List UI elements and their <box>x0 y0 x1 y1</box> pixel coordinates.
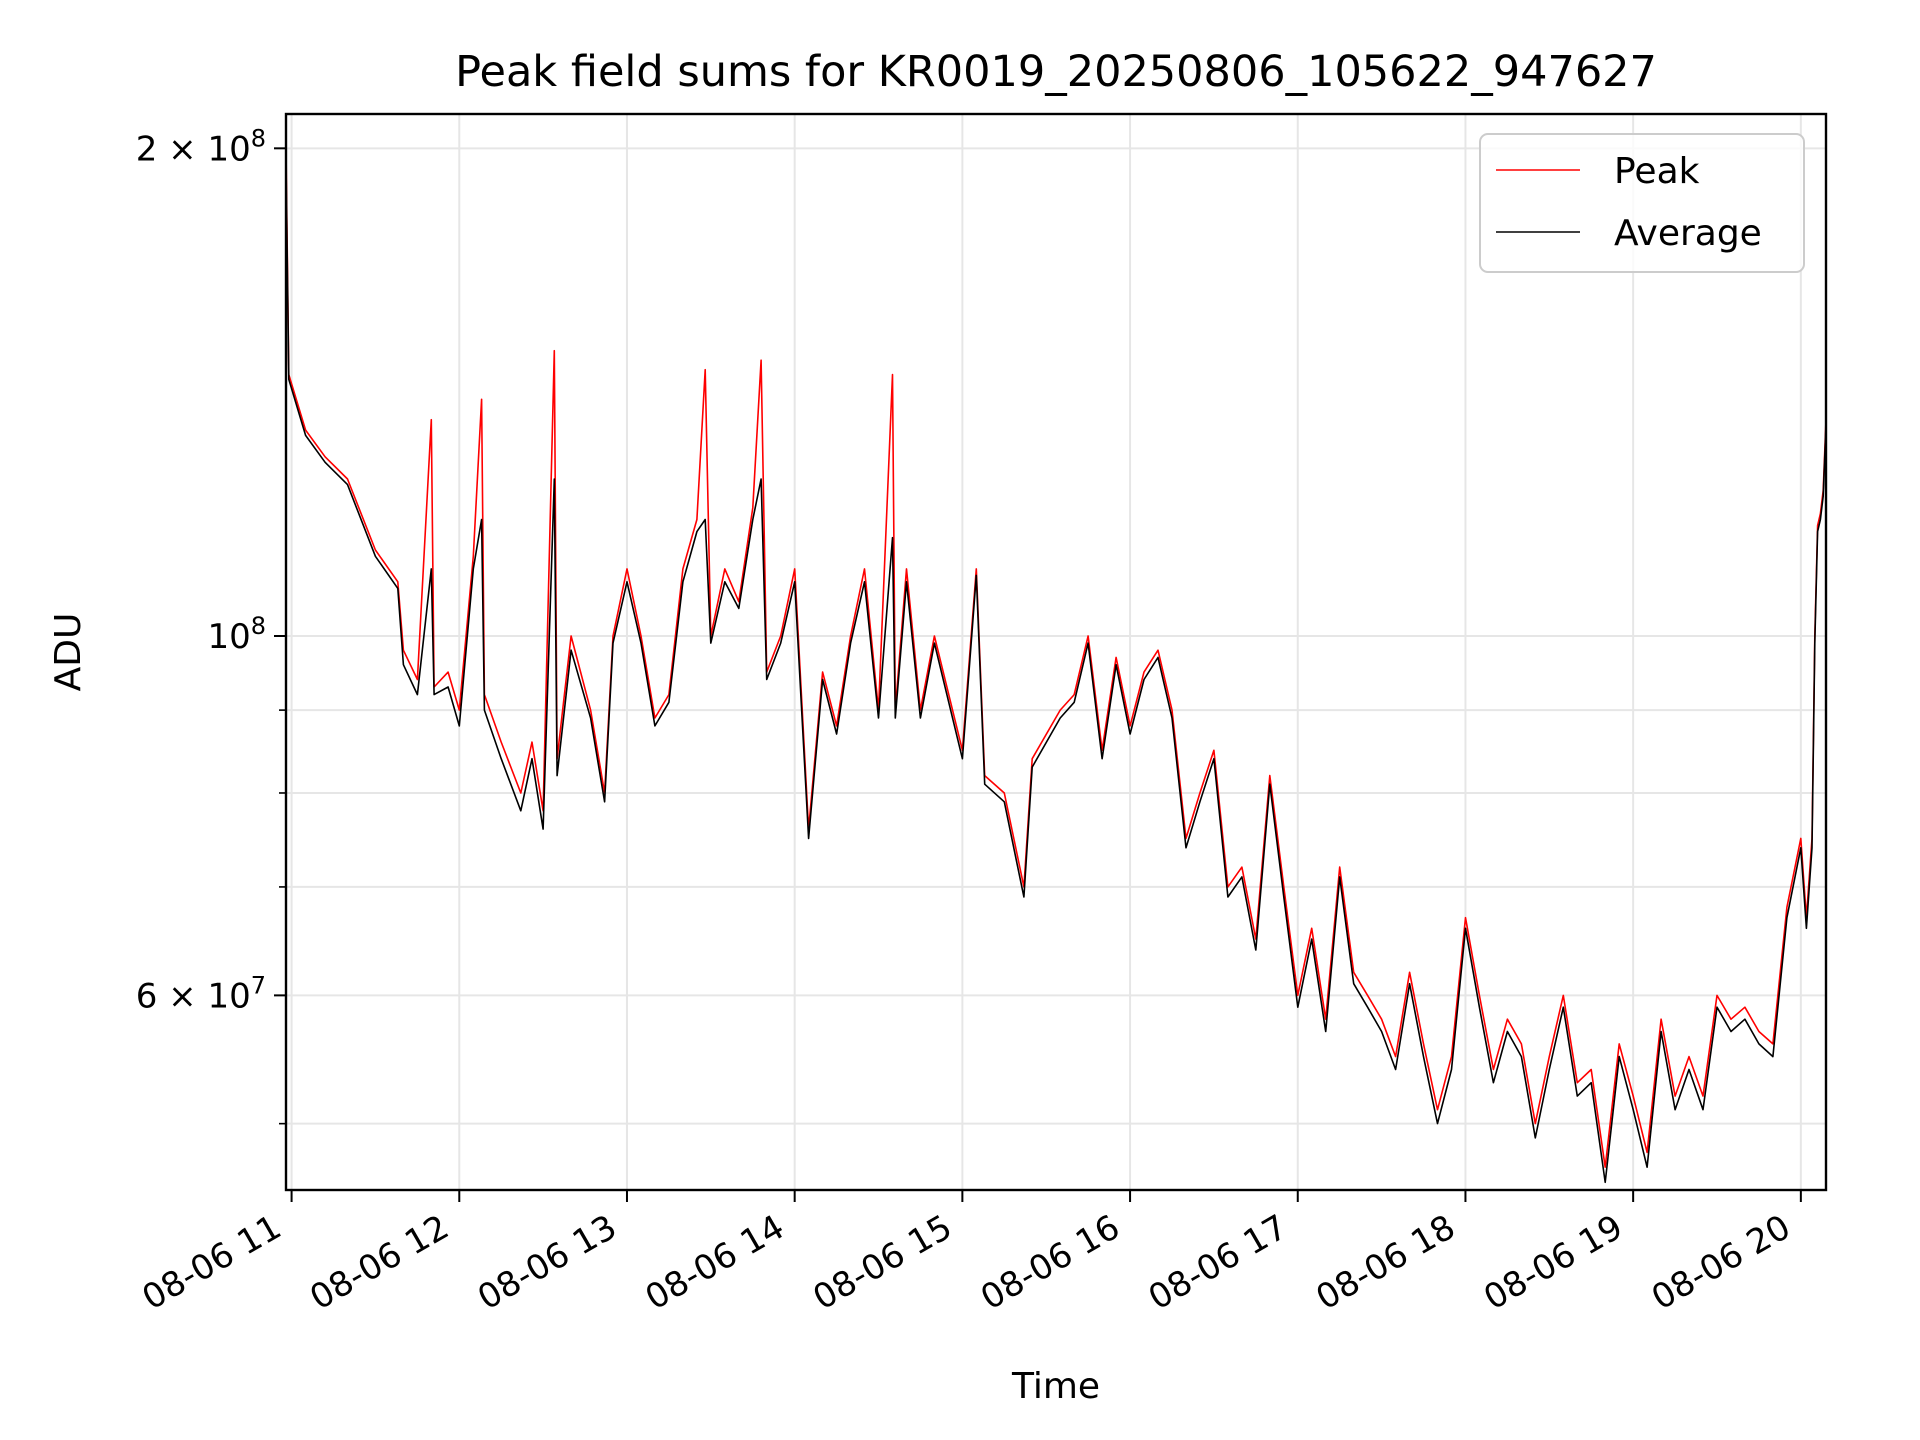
legend-box <box>1479 133 1805 273</box>
series-line-peak <box>285 148 1827 1168</box>
series-lines <box>285 148 1827 1184</box>
y-tick-label: 2 × 108 <box>136 124 266 169</box>
plot-area-frame <box>284 112 1828 1192</box>
legend-label-peak: Peak <box>1614 151 1700 192</box>
y-axis-label: ADU <box>48 613 89 692</box>
x-axis-label: Time <box>1011 1366 1100 1407</box>
y-tick-label: 6 × 107 <box>136 971 266 1016</box>
legend: Peak Average <box>1479 133 1805 273</box>
grid-lines <box>286 114 1826 1190</box>
chart-title: Peak field sums for KR0019_20250806_1056… <box>455 47 1657 97</box>
y-tick-label: 108 <box>207 612 266 657</box>
series-line-average <box>285 162 1827 1184</box>
legend-label-average: Average <box>1614 213 1762 254</box>
